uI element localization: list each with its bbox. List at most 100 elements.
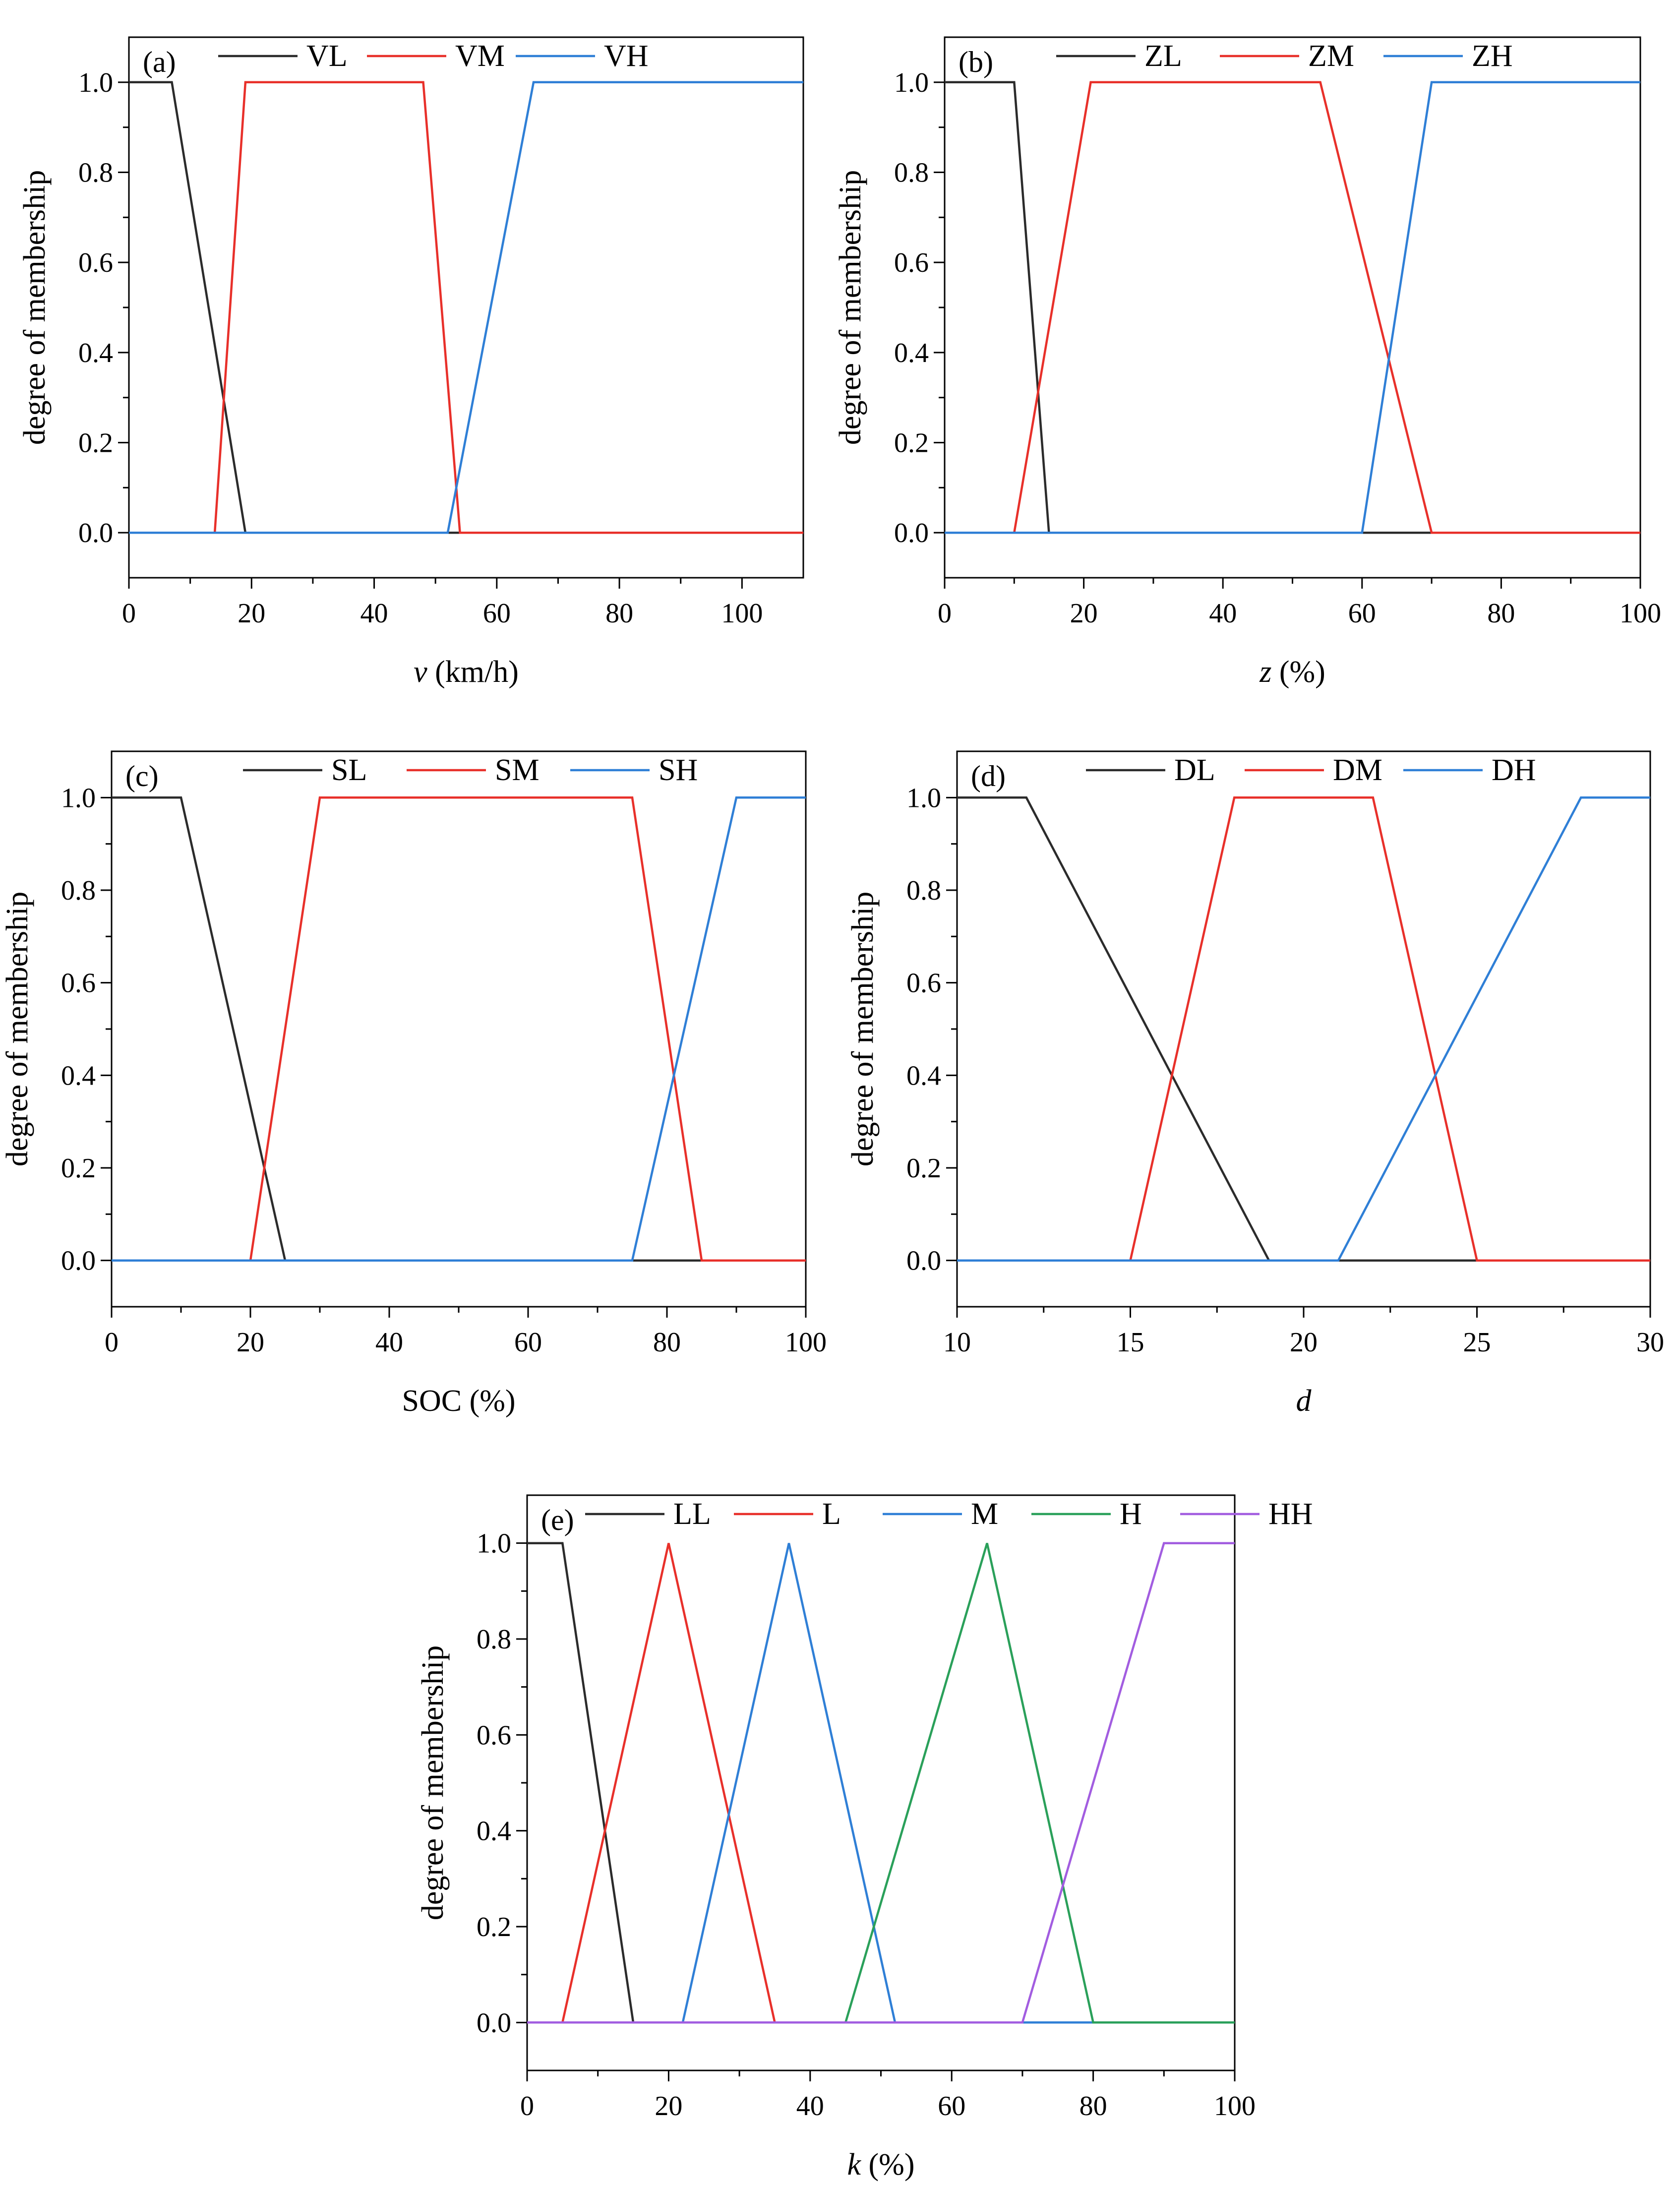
- y-tick-label: 0.8: [61, 875, 96, 906]
- panel-d: 10 15 20 25 30 0.0 0.2 0.4 0.6 0.8 1.0 degree of me…: [846, 750, 1664, 1418]
- x-axis-title: k (%): [847, 2148, 915, 2182]
- x-tick-label: 60: [1348, 598, 1376, 629]
- x-axis-variable: d: [1296, 1384, 1312, 1418]
- legend-label-hh: HH: [1268, 1497, 1313, 1531]
- y-tick-label: 0.6: [61, 968, 96, 999]
- legend-label-ll: LL: [673, 1497, 711, 1531]
- x-tick-label: 20: [1070, 598, 1098, 629]
- y-tick-label: 0.4: [894, 338, 929, 368]
- y-tick-label: 0.2: [894, 428, 929, 459]
- x-tick-label: 60: [483, 598, 511, 629]
- series-line-sh: [112, 796, 806, 1262]
- x-axis-title: v (km/h): [414, 655, 519, 689]
- legend-label-dl: DL: [1174, 753, 1215, 787]
- series-line-ll: [527, 1542, 1235, 2024]
- x-tick-label: 0: [520, 2091, 534, 2122]
- panel-b: 0 20 40 60 80 100 0.0 0.2 0.4 0.6 0.8 1.0 degree of …: [834, 36, 1661, 689]
- x-tick-label: 80: [653, 1327, 681, 1358]
- series-line-sl: [112, 796, 806, 1262]
- x-tick-label: 80: [1487, 598, 1515, 629]
- x-tick-label: 40: [1209, 598, 1237, 629]
- x-tick-label: 0: [122, 598, 136, 629]
- x-tick-label: 25: [1463, 1327, 1491, 1358]
- legend-label-zh: ZH: [1472, 39, 1513, 73]
- y-tick-label: 0.2: [78, 428, 113, 459]
- x-tick-label: 40: [796, 2091, 824, 2122]
- y-tick-label: 0.8: [894, 158, 929, 188]
- x-tick-label: 60: [938, 2091, 965, 2122]
- legend: VL VM VH: [218, 39, 649, 73]
- x-tick-label: 80: [605, 598, 633, 629]
- legend-label-dm: DM: [1333, 753, 1382, 787]
- series-line-dm: [957, 796, 1650, 1262]
- legend-label-vl: VL: [306, 39, 348, 73]
- panel-label: (b): [959, 46, 993, 78]
- plot-frame: [111, 750, 807, 1308]
- x-tick-label: 0: [105, 1327, 119, 1358]
- x-tick-label: 0: [938, 598, 952, 629]
- series-line-l: [527, 1543, 1235, 2024]
- series-line-zl: [945, 81, 1640, 534]
- y-tick-label: 0.8: [78, 158, 113, 188]
- x-axis-variable: z: [1259, 655, 1271, 689]
- x-tick-label: 100: [1214, 2091, 1256, 2122]
- plot-frame: [944, 36, 1641, 579]
- x-tick-label: 100: [1620, 598, 1661, 629]
- legend-label-sh: SH: [659, 753, 698, 787]
- x-tick-label: 80: [1080, 2091, 1107, 2122]
- legend-label-vh: VH: [604, 39, 649, 73]
- legend-label-dh: DH: [1492, 753, 1536, 787]
- plot-frame: [526, 1494, 1236, 2071]
- x-axis-unit: SOC (%): [402, 1384, 515, 1418]
- x-axis-unit: (%): [1271, 655, 1325, 689]
- panel-c: 0 20 40 60 80 100 0.0 0.2 0.4 0.6 0.8 1.0 degree of …: [0, 750, 827, 1418]
- series-line-zh: [945, 81, 1640, 534]
- panel-label: (e): [541, 1504, 574, 1536]
- y-tick-label: 0.2: [477, 1912, 511, 1943]
- legend: SL SM SH: [243, 753, 698, 787]
- x-axis-variable: v: [414, 655, 427, 689]
- y-tick-label: 1.0: [477, 1528, 511, 1559]
- x-tick-label: 10: [943, 1327, 971, 1358]
- panel-label: (d): [971, 760, 1006, 792]
- x-tick-label: 60: [514, 1327, 542, 1358]
- x-tick-label: 20: [655, 2091, 682, 2122]
- y-axis-title: degree of membership: [416, 1645, 450, 1920]
- y-tick-label: 0.4: [78, 338, 113, 368]
- x-axis-unit: (km/h): [427, 655, 519, 689]
- legend-label-zm: ZM: [1308, 39, 1354, 73]
- y-tick-label: 1.0: [61, 783, 96, 813]
- y-axis-title: degree of membership: [18, 170, 52, 445]
- x-axis-title: d: [1296, 1384, 1312, 1418]
- series-line-hh: [527, 1542, 1235, 2024]
- y-tick-label: 0.8: [477, 1624, 511, 1655]
- y-tick-label: 0.2: [61, 1153, 96, 1184]
- y-tick-label: 0.6: [906, 968, 941, 999]
- series-line-sm: [112, 796, 806, 1262]
- series-line-vh: [129, 81, 803, 534]
- y-axis-title: degree of membership: [0, 892, 34, 1166]
- x-tick-label: 15: [1117, 1327, 1144, 1358]
- y-tick-label: 0.0: [906, 1246, 941, 1276]
- y-tick-label: 0.6: [894, 247, 929, 278]
- y-tick-label: 0.6: [477, 1720, 511, 1751]
- x-tick-label: 20: [1290, 1327, 1318, 1358]
- legend: LL L M H HH: [585, 1497, 1313, 1531]
- y-tick-label: 0.0: [61, 1246, 96, 1276]
- y-axis-title: degree of membership: [834, 170, 867, 445]
- y-tick-label: 0.4: [61, 1060, 96, 1091]
- x-tick-label: 20: [238, 598, 265, 629]
- legend-label-sm: SM: [495, 753, 540, 787]
- y-axis-title: degree of membership: [846, 892, 880, 1166]
- legend-label-vm: VM: [455, 39, 505, 73]
- legend-label-zl: ZL: [1144, 39, 1182, 73]
- y-tick-label: 0.8: [906, 875, 941, 906]
- y-tick-label: 0.4: [906, 1060, 941, 1091]
- legend-label-m: M: [971, 1497, 998, 1531]
- legend: DL DM DH: [1086, 753, 1536, 787]
- x-tick-label: 30: [1636, 1327, 1664, 1358]
- x-axis-title: z (%): [1259, 655, 1325, 689]
- x-axis-variable: k: [847, 2148, 862, 2182]
- y-tick-label: 0.4: [477, 1816, 511, 1847]
